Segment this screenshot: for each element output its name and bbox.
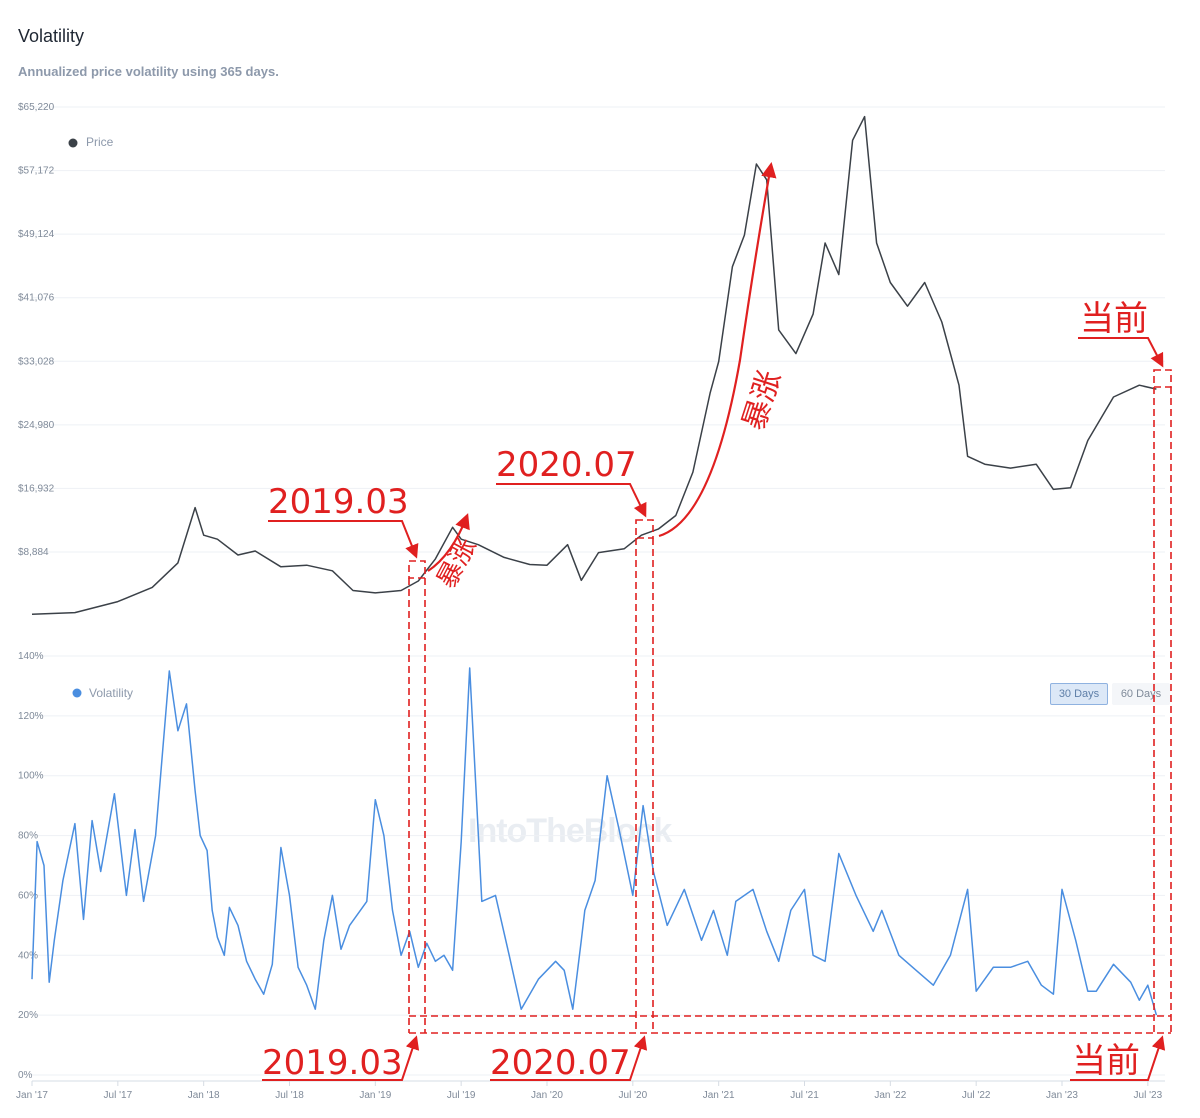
chart-subtitle: Annualized price volatility using 365 da… [18, 64, 279, 79]
volatility-series-line [31, 667, 1158, 1016]
price-y-tick-label: $41,076 [18, 293, 55, 304]
price-2020-07-highlight-box [635, 519, 654, 539]
x-tick-label: Jul '22 [962, 1090, 991, 1101]
volatility-pointer-2019-03 [262, 1035, 420, 1081]
price-2019-03-highlight-box [408, 560, 426, 579]
volatility-y-tick-label: 0% [18, 1070, 33, 1081]
volatility-label-2019-03: 2019.03 [262, 1043, 403, 1083]
x-tick-label: Jan '21 [703, 1090, 735, 1101]
volatility-label-2020-07: 2020.07 [490, 1043, 631, 1083]
x-tick-label: Jan '23 [1046, 1090, 1078, 1101]
volatility-y-tick-label: 100% [18, 771, 44, 782]
x-tick-label: Jul '17 [104, 1090, 133, 1101]
pointer-2019-03 [268, 520, 419, 559]
price-y-tick-label: $16,932 [18, 483, 55, 494]
x-tick-label: Jul '20 [619, 1090, 648, 1101]
price-y-tick-label: $57,172 [18, 166, 55, 177]
price-label-2019-03: 2019.03 [268, 482, 409, 522]
window-60-days-button[interactable]: 60 Days [1112, 683, 1170, 705]
volatility-y-tick-label: 80% [18, 831, 38, 842]
surge-arrow-2019 [427, 513, 470, 572]
volatility-y-tick-label: 40% [18, 950, 38, 961]
volatility-y-tick-label: 20% [18, 1010, 38, 1021]
x-tick-label: Jul '23 [1134, 1090, 1163, 1101]
pointer-2020-07 [496, 483, 647, 518]
price-label-2020-07: 2020.07 [496, 445, 637, 485]
volatility-y-tick-label: 140% [18, 651, 44, 662]
price-y-tick-label: $8,884 [18, 547, 49, 558]
x-tick-label: Jul '19 [447, 1090, 476, 1101]
price-y-tick-label: $33,028 [18, 356, 55, 367]
price-y-tick-label: $49,124 [18, 229, 55, 240]
x-tick-label: Jan '20 [531, 1090, 563, 1101]
x-tick-label: Jan '19 [359, 1090, 391, 1101]
x-tick-label: Jul '18 [275, 1090, 304, 1101]
surge-arrow-2020 [658, 161, 777, 538]
price-y-tick-label: $65,220 [18, 102, 55, 113]
volatility-label-current: 当前 [1072, 1041, 1140, 1081]
volatility-y-tick-label: 120% [18, 711, 44, 722]
price-series-line [31, 115, 1157, 615]
x-tick-label: Jan '18 [188, 1090, 220, 1101]
volatility-pointer-current [1070, 1035, 1166, 1081]
pointer-current [1078, 337, 1164, 368]
price-y-tick-label: $24,980 [18, 420, 55, 431]
price-label-current: 当前 [1080, 299, 1148, 339]
x-tick-label: Jan '22 [874, 1090, 906, 1101]
price-legend-label: Price [86, 135, 114, 149]
volatility-legend-label: Volatility [89, 686, 133, 700]
volatility-legend-dot [72, 688, 82, 698]
price-legend-dot [68, 138, 78, 148]
x-tick-label: Jan '17 [16, 1090, 48, 1101]
chart-title: Volatility [18, 26, 85, 46]
surge-label-2019: 暴涨 [432, 533, 483, 593]
volatility-pointer-2020-07 [490, 1035, 648, 1081]
surge-label-2020: 暴涨 [736, 367, 788, 435]
x-tick-label: Jul '21 [790, 1090, 819, 1101]
volatility-y-tick-label: 60% [18, 890, 38, 901]
window-30-days-button[interactable]: 30 Days [1050, 683, 1108, 705]
price-current-highlight-box [1153, 369, 1172, 388]
